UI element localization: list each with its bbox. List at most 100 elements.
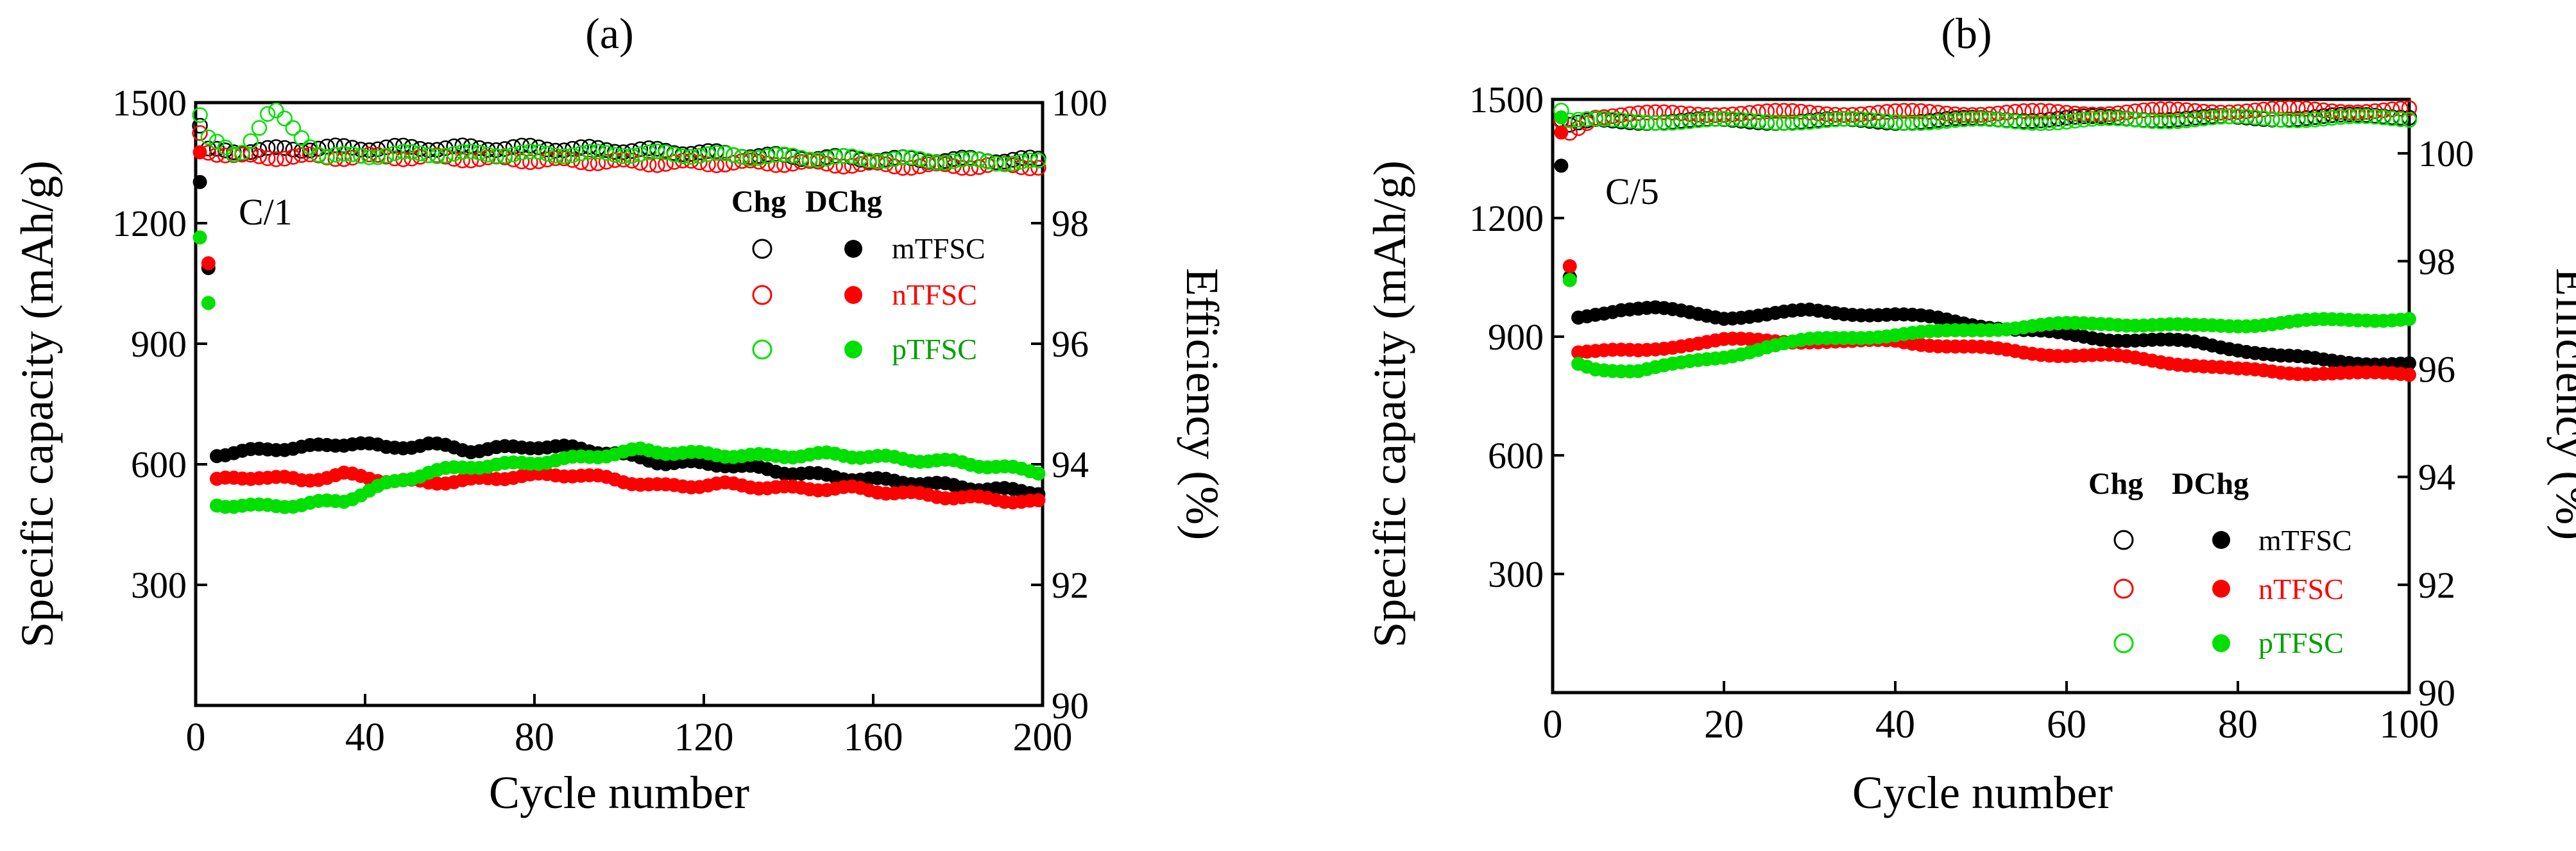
capacity-point-ntfsc <box>1562 259 1577 274</box>
x-axis-label: Cycle number <box>489 767 749 818</box>
efficiency-point-ntfsc <box>979 157 996 173</box>
efficiency-point-ptfsc <box>234 144 250 161</box>
efficiency-point-ptfsc <box>1973 111 1989 127</box>
efficiency-point-ntfsc <box>1767 103 1784 119</box>
efficiency-point-mtfsc <box>692 144 708 160</box>
legend-discharge-marker-ptfsc <box>2212 634 2230 652</box>
legend-label-ntfsc: nTFSC <box>2258 573 2344 605</box>
efficiency-point-ptfsc <box>1579 111 1595 127</box>
efficiency-point-mtfsc <box>556 142 572 158</box>
efficiency-point-ntfsc <box>192 125 208 141</box>
efficiency-point-ptfsc <box>734 149 750 165</box>
efficiency-point-ptfsc <box>903 149 919 165</box>
efficiency-point-ntfsc <box>1673 105 1689 121</box>
efficiency-point-ptfsc <box>522 143 538 160</box>
efficiency-point-ntfsc <box>1716 106 1732 123</box>
efficiency-point-ntfsc <box>2290 100 2306 116</box>
capacity-series-mtfsc <box>1554 158 2416 372</box>
efficiency-point-ntfsc <box>2255 101 2272 118</box>
legend-charge-marker-ntfsc <box>752 285 772 305</box>
efficiency-point-ptfsc <box>810 151 826 168</box>
x-tick-label: 0 <box>1543 703 1563 746</box>
y-left-tick-label: 300 <box>1488 553 1544 595</box>
efficiency-point-ntfsc <box>2016 103 2032 119</box>
efficiency-point-ptfsc <box>785 147 801 164</box>
efficiency-point-ntfsc <box>2196 103 2212 120</box>
efficiency-point-ptfsc <box>1896 115 1912 131</box>
efficiency-point-ptfsc <box>259 106 276 122</box>
efficiency-point-ntfsc <box>1776 103 1792 119</box>
capacity-series-ptfsc <box>192 230 1046 514</box>
efficiency-point-mtfsc <box>277 140 293 156</box>
capacity-point-ptfsc <box>192 230 207 245</box>
efficiency-point-ntfsc <box>903 160 919 176</box>
efficiency-point-ntfsc <box>640 156 657 173</box>
efficiency-point-ptfsc <box>2264 111 2280 127</box>
x-tick-label: 200 <box>1013 716 1073 759</box>
capacity-point-ptfsc <box>201 296 216 310</box>
efficiency-point-ptfsc <box>1716 111 1732 127</box>
efficiency-point-ptfsc <box>386 145 403 162</box>
efficiency-point-ptfsc <box>497 148 513 164</box>
legend-discharge-marker-mtfsc <box>2212 531 2230 549</box>
efficiency-point-ntfsc <box>2384 101 2400 117</box>
efficiency-point-ptfsc <box>658 144 674 160</box>
efficiency-point-ntfsc <box>725 155 742 171</box>
efficiency-point-ptfsc <box>886 151 903 167</box>
efficiency-point-ptfsc <box>2144 113 2160 130</box>
efficiency-point-ntfsc <box>751 153 767 170</box>
capacity-point-ntfsc <box>2402 367 2416 382</box>
efficiency-point-ptfsc <box>2196 110 2212 127</box>
efficiency-point-ptfsc <box>395 144 411 160</box>
y-left-tick-label: 1500 <box>1469 79 1544 121</box>
efficiency-point-mtfsc <box>590 140 606 156</box>
efficiency-point-mtfsc <box>319 139 335 155</box>
efficiency-point-ptfsc <box>615 148 631 164</box>
legend-discharge-marker-ntfsc <box>2212 580 2230 598</box>
efficiency-point-ntfsc <box>1793 103 1809 120</box>
efficiency-point-ntfsc <box>1964 107 1981 123</box>
efficiency-point-ntfsc <box>1879 104 1895 120</box>
legend-label-ptfsc: pTFSC <box>2258 627 2344 659</box>
efficiency-point-ptfsc <box>2341 108 2357 124</box>
efficiency-point-mtfsc <box>336 138 352 154</box>
efficiency-point-ntfsc <box>2042 103 2058 119</box>
efficiency-point-ptfsc <box>1776 115 1792 131</box>
y-axis-left-label: Specific capacity (mAh/g) <box>1364 160 1415 648</box>
legend-header-charge: Chg <box>2088 467 2143 501</box>
capacity-point-ptfsc <box>1554 110 1569 125</box>
efficiency-point-ptfsc <box>1999 112 2015 129</box>
efficiency-point-ntfsc <box>251 148 268 164</box>
efficiency-point-ptfsc <box>2067 112 2083 129</box>
y-left-tick-label: 900 <box>1488 316 1544 358</box>
efficiency-point-ntfsc <box>1750 104 1766 120</box>
efficiency-point-ptfsc <box>937 155 953 171</box>
efficiency-point-ntfsc <box>285 149 302 165</box>
efficiency-point-ntfsc <box>2307 101 2323 118</box>
x-tick-label: 80 <box>2218 703 2258 746</box>
efficiency-point-ptfsc <box>869 153 885 169</box>
y-axis-right-label: Efficiency (%) <box>2546 268 2576 540</box>
efficiency-point-ptfsc <box>1981 111 1998 128</box>
efficiency-point-ptfsc <box>1879 114 1895 130</box>
panel-b: (b) 0 20 40 60 80 100 300 600 900 1200 1500 90 92 94 9… <box>1364 9 2576 818</box>
efficiency-point-ptfsc <box>1673 114 1689 130</box>
efficiency-point-ntfsc <box>878 156 894 173</box>
x-tick-label: 100 <box>2380 703 2439 746</box>
efficiency-point-ntfsc <box>767 157 784 173</box>
efficiency-point-ntfsc <box>1647 104 1664 121</box>
efficiency-point-ntfsc <box>666 154 683 170</box>
efficiency-point-ptfsc <box>1836 111 1852 127</box>
plot-frame <box>194 101 1045 707</box>
tick-marks: 0 20 40 60 80 100 300 600 900 1200 1500 90 92 94 96 98 1… <box>1469 79 2474 746</box>
efficiency-point-ptfsc <box>700 146 716 162</box>
efficiency-point-ptfsc <box>827 149 843 165</box>
efficiency-point-mtfsc <box>344 140 361 156</box>
y-left-tick-label: 600 <box>1488 435 1544 476</box>
legend-label-ptfsc: pTFSC <box>892 333 977 366</box>
efficiency-point-ptfsc <box>209 133 225 149</box>
panel-label: (b) <box>1941 9 1992 58</box>
efficiency-point-ntfsc <box>1664 105 1681 121</box>
efficiency-point-ptfsc <box>1664 115 1681 131</box>
legend-discharge-marker-ptfsc <box>844 341 862 358</box>
